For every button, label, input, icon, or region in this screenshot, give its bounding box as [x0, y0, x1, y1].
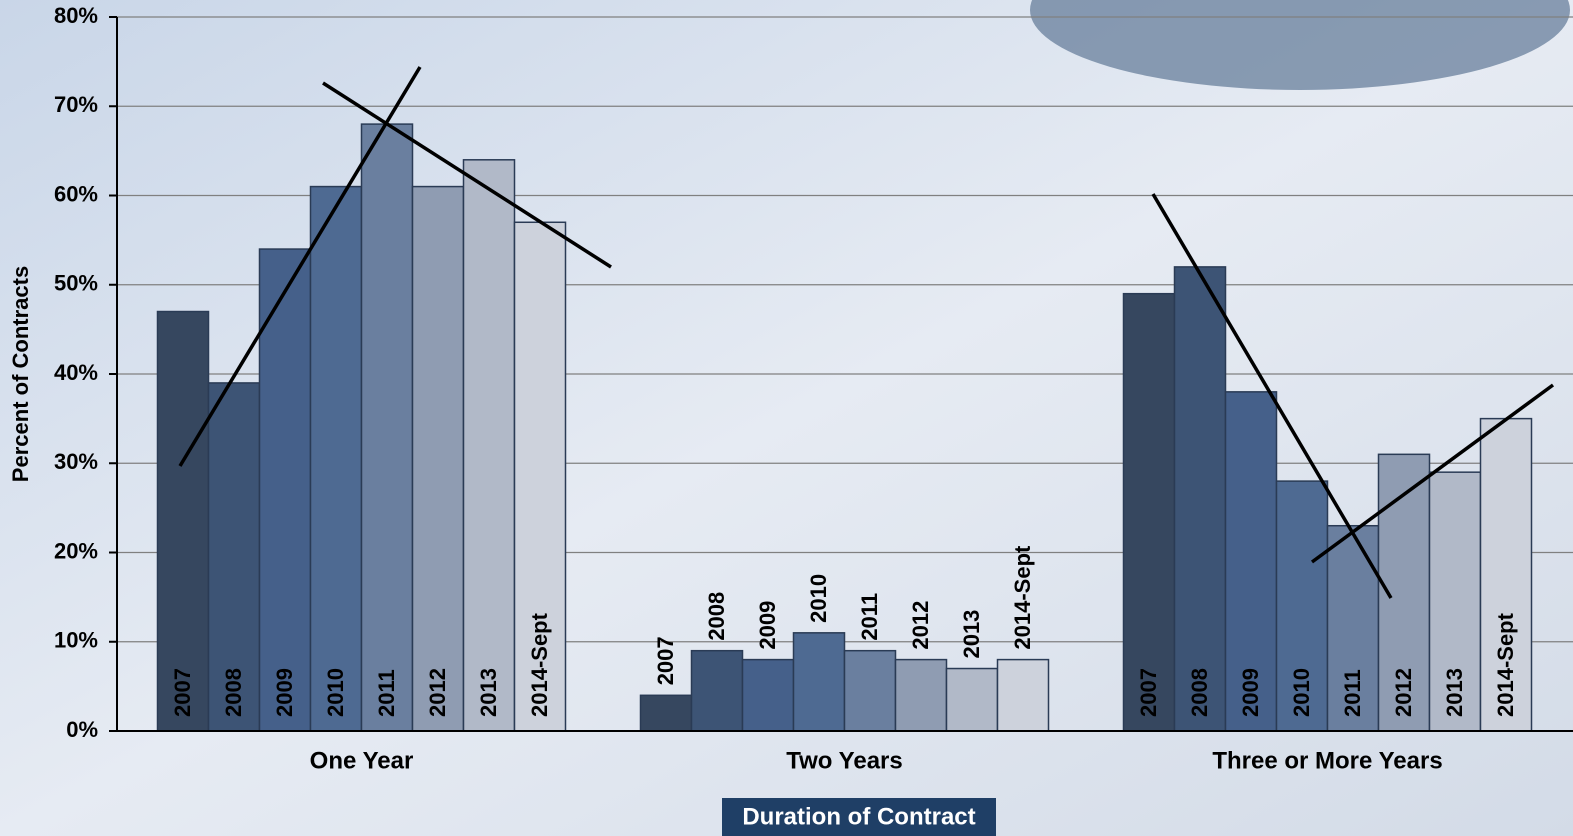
- x-tick-label: Three or More Years: [1212, 747, 1442, 774]
- x-tick-label: One Year: [310, 747, 414, 774]
- series-label: 2012: [425, 668, 450, 717]
- series-label: 2008: [704, 592, 729, 641]
- series-label: 2010: [806, 574, 831, 623]
- series-label: 2008: [1187, 668, 1212, 717]
- bar: [894, 658, 948, 732]
- y-tick-label: 20%: [54, 538, 98, 563]
- series-label: 2011: [1340, 669, 1365, 717]
- trend-line: [322, 81, 612, 269]
- trend-lines: [178, 66, 1555, 599]
- series-label: 2010: [1289, 668, 1314, 717]
- bar: [639, 694, 693, 732]
- series-label: 2014-Sept: [1010, 545, 1035, 650]
- bar: [741, 658, 795, 732]
- bar: [258, 248, 312, 732]
- bar: [843, 649, 897, 732]
- bar: [792, 632, 846, 732]
- series-label: 2014-Sept: [1493, 612, 1518, 717]
- series-label: 2007: [1136, 668, 1161, 717]
- bar: [1224, 391, 1278, 732]
- y-tick-label: 80%: [54, 3, 98, 28]
- bar: [462, 159, 516, 732]
- series-label: 2011: [857, 593, 882, 641]
- trend-line: [1310, 383, 1555, 564]
- series-label: 2013: [1442, 668, 1467, 717]
- bar: [1173, 266, 1227, 732]
- y-tick-label: 30%: [54, 449, 98, 474]
- bar: [1122, 292, 1176, 732]
- y-axis-title: Percent of Contracts: [8, 266, 33, 482]
- bar: [690, 649, 744, 732]
- series-label: 2007: [653, 636, 678, 685]
- trend-line: [1151, 193, 1393, 599]
- bar: [945, 667, 999, 732]
- series-label: 2010: [323, 668, 348, 717]
- series-label: 2012: [908, 601, 933, 650]
- bar: [411, 185, 465, 732]
- y-tick-label: 10%: [54, 628, 98, 653]
- series-label: 2009: [1238, 668, 1263, 717]
- series-label: 2011: [374, 669, 399, 717]
- bar: [1428, 471, 1482, 732]
- bar: [309, 185, 363, 732]
- bar: [996, 658, 1050, 732]
- y-tick-label: 70%: [54, 92, 98, 117]
- series-label: 2012: [1391, 668, 1416, 717]
- x-axis-title-box: [722, 798, 996, 836]
- x-tick-label: Two Years: [786, 747, 903, 774]
- y-tick-label: 0%: [66, 717, 98, 742]
- series-label: 2013: [476, 668, 501, 717]
- y-tick-label: 60%: [54, 181, 98, 206]
- bar: [1479, 417, 1533, 732]
- background-image: [1030, 0, 1570, 90]
- trend-line: [178, 66, 422, 467]
- series-label: 2009: [272, 668, 297, 717]
- series-label: 2013: [959, 610, 984, 659]
- bar: [360, 123, 414, 732]
- series-label: 2009: [755, 601, 780, 650]
- x-axis-title: Duration of Contract: [742, 803, 975, 830]
- y-tick-label: 40%: [54, 360, 98, 385]
- series-label: 2008: [221, 668, 246, 717]
- bar: [156, 310, 210, 732]
- series-label: 2007: [170, 668, 195, 717]
- series-label: 2014-Sept: [527, 612, 552, 717]
- y-tick-label: 50%: [54, 271, 98, 296]
